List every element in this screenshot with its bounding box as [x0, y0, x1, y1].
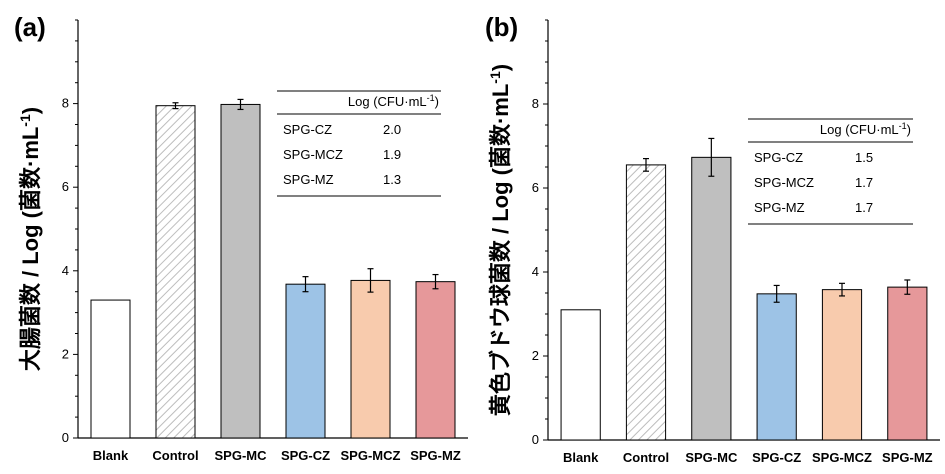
y-tick-label: 8 — [532, 96, 539, 111]
bar-spg-cz — [285, 283, 326, 439]
bar-spg-mz — [887, 286, 928, 441]
table-row-label: SPG-CZ — [283, 122, 332, 137]
x-tick-label: SPG-MZ — [882, 450, 933, 465]
x-tick-label: Blank — [563, 450, 599, 465]
y-tick-label: 2 — [62, 346, 69, 361]
y-tick-label: 0 — [532, 432, 539, 447]
panel-label: (a) — [14, 12, 46, 42]
table-row-label: SPG-MCZ — [283, 147, 343, 162]
table-row-value: 1.3 — [383, 172, 401, 187]
panel-label: (b) — [485, 12, 518, 42]
x-tick-label: SPG-MCZ — [812, 450, 872, 465]
y-tick-label: 4 — [532, 264, 539, 279]
bar-spg-mcz — [821, 289, 863, 441]
table-row-value: 1.7 — [855, 200, 873, 215]
table-row-label: SPG-MCZ — [754, 175, 814, 190]
x-tick-label: Blank — [93, 448, 129, 463]
x-tick-label: Control — [623, 450, 669, 465]
bar-spg-mcz — [350, 279, 391, 439]
bar-blank — [560, 309, 601, 441]
x-tick-label: Control — [152, 448, 198, 463]
x-tick-label: SPG-CZ — [752, 450, 801, 465]
x-tick-label: SPG-MC — [685, 450, 738, 465]
table-row-value: 1.7 — [855, 175, 873, 190]
panel-b: (b) 0 2 4 6 8 黄色ブドウ球菌数 / Log (菌数·mL-1) Blank Con… — [485, 12, 940, 465]
panel-a: (a) 0 2 4 6 8 大腸菌数 / Log (菌数·mL-1) Blank Control… — [14, 12, 468, 463]
table-row-label: SPG-MZ — [283, 172, 334, 187]
y-tick-label: 4 — [62, 263, 69, 278]
x-tick-label: SPG-CZ — [281, 448, 330, 463]
x-tick-label: SPG-MZ — [410, 448, 461, 463]
bar-spg-cz — [756, 293, 797, 441]
bar-spg-mc — [691, 156, 732, 441]
bar-control — [155, 105, 196, 439]
y-tick-label: 6 — [62, 179, 69, 194]
table-row-value: 2.0 — [383, 122, 401, 137]
table-row-value: 1.9 — [383, 147, 401, 162]
y-axis-label: 黄色ブドウ球菌数 / Log (菌数·mL-1) — [487, 64, 513, 416]
table-header: Log (CFU·mL-1) — [820, 121, 911, 137]
x-tick-label: SPG-MCZ — [341, 448, 401, 463]
table-row-label: SPG-CZ — [754, 150, 803, 165]
bar-blank — [90, 299, 131, 439]
y-axis-label: 大腸菌数 / Log (菌数·mL-1) — [17, 107, 43, 371]
x-tick-label: SPG-MC — [215, 448, 268, 463]
bar-control — [625, 164, 667, 441]
y-tick-label: 8 — [62, 96, 69, 111]
y-tick-label: 6 — [532, 180, 539, 195]
bar-spg-mz — [415, 281, 456, 439]
y-tick-label: 0 — [62, 430, 69, 445]
table-header: Log (CFU·mL-1) — [348, 93, 439, 109]
bar-spg-mc — [220, 103, 261, 439]
table-row-value: 1.5 — [855, 150, 873, 165]
table-row-label: SPG-MZ — [754, 200, 805, 215]
y-tick-label: 2 — [532, 348, 539, 363]
